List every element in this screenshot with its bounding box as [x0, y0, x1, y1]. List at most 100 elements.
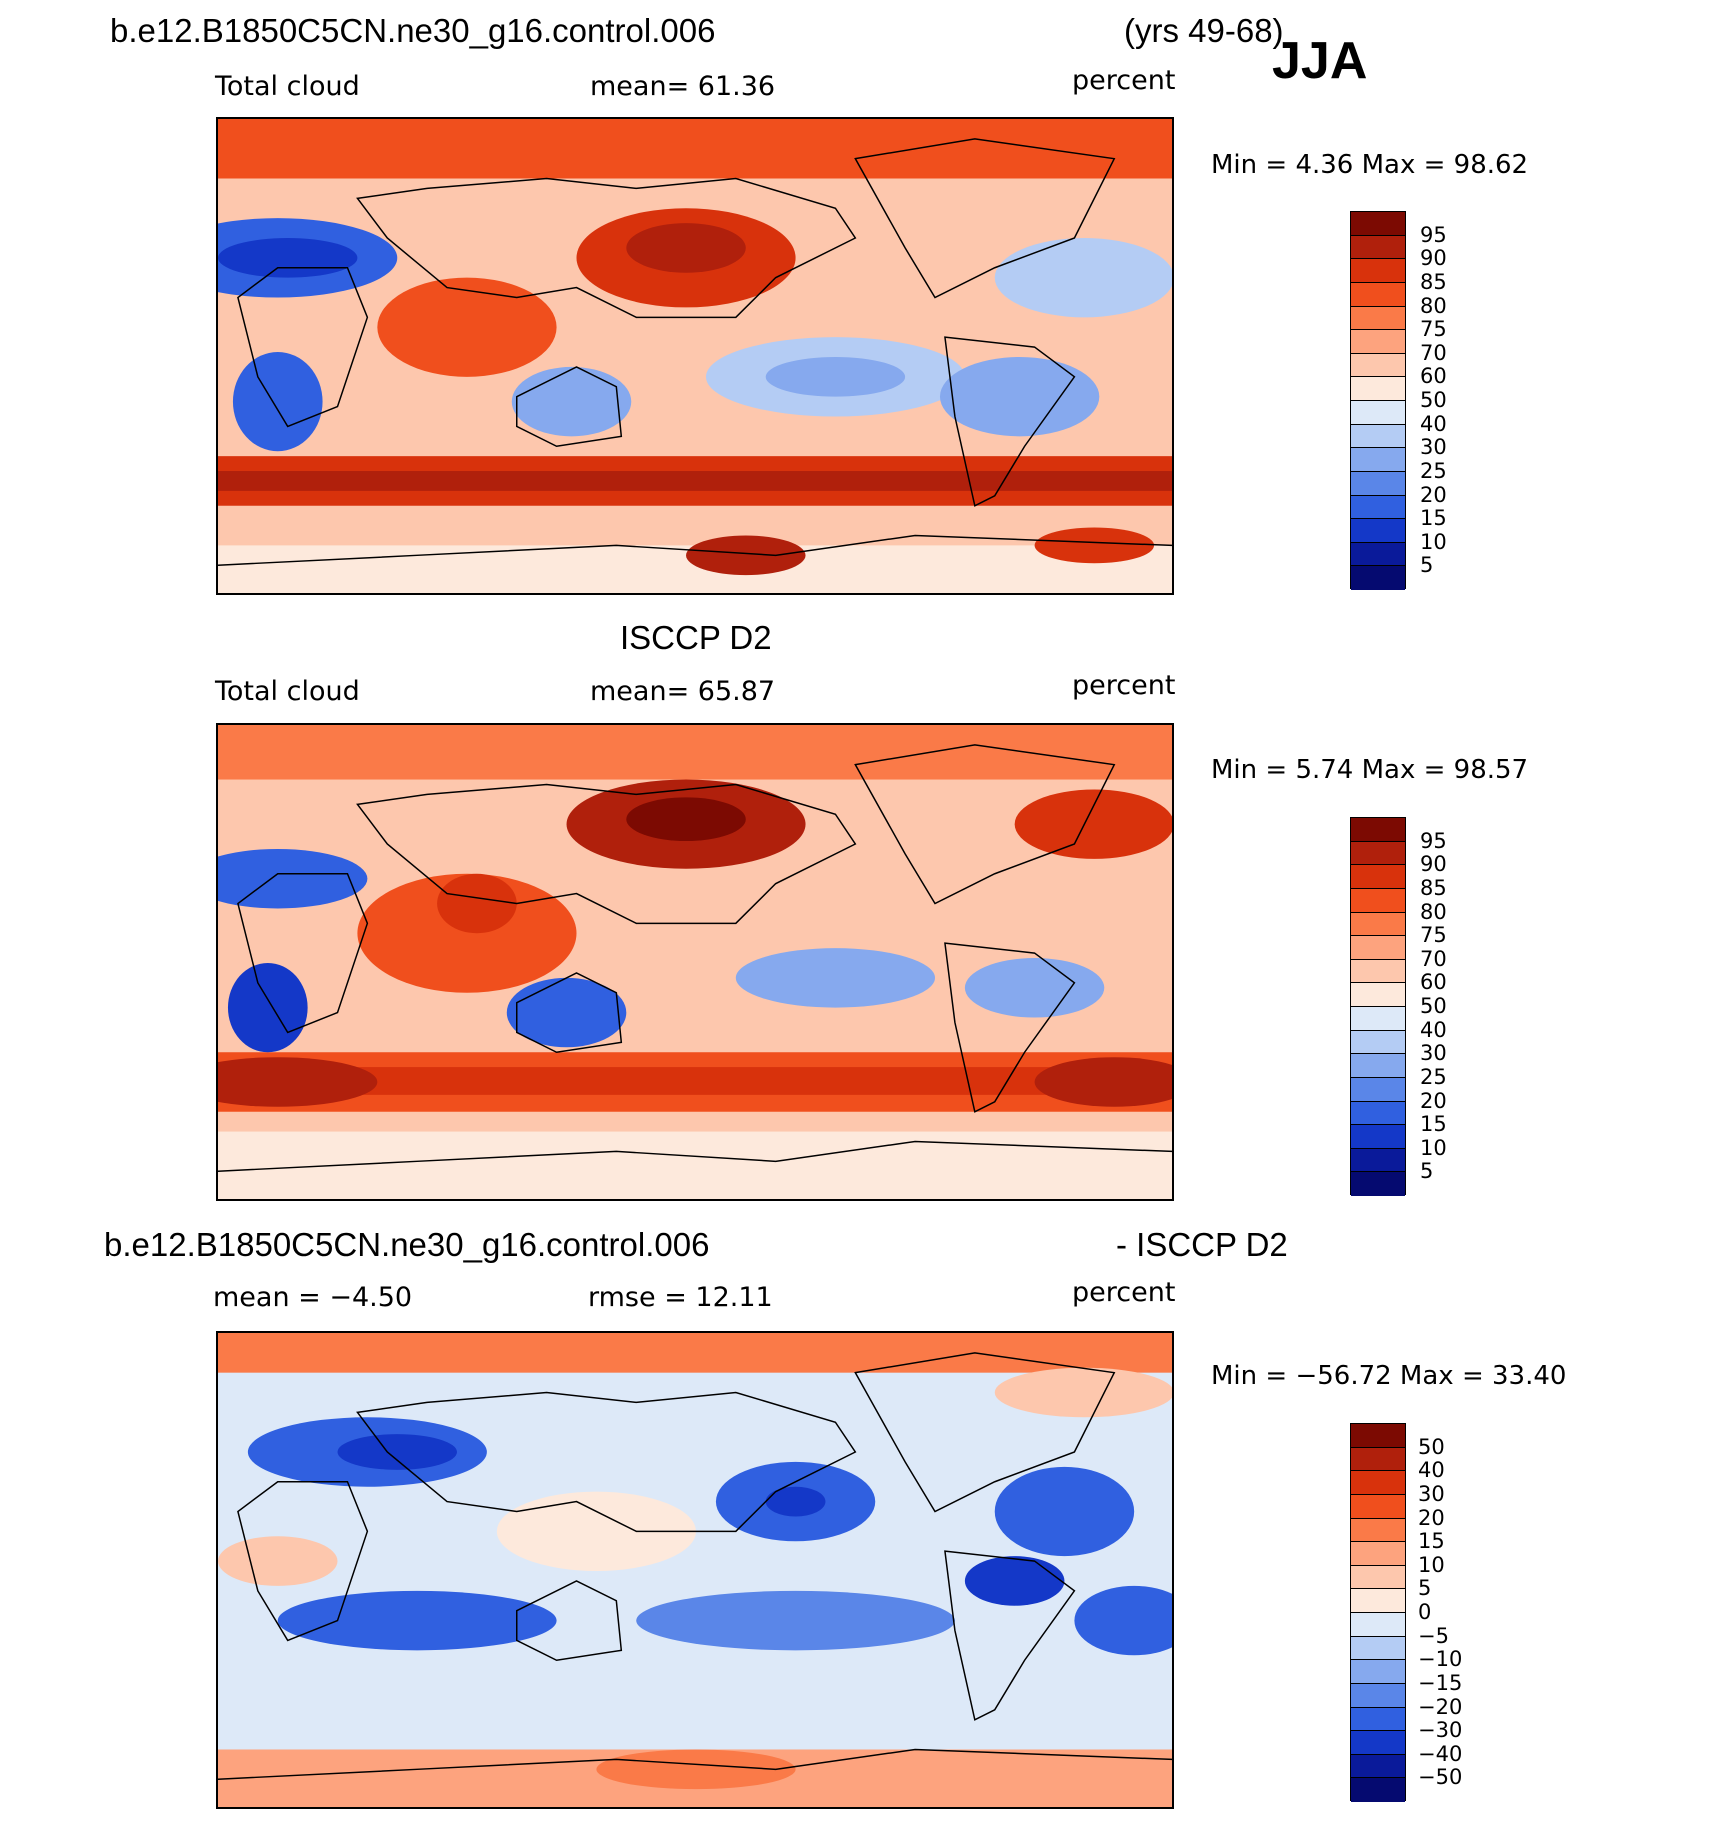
panel-1-map-field	[218, 119, 1172, 593]
colorbar-tick-label: 70	[1420, 946, 1447, 971]
colorbar-swatch	[1351, 542, 1405, 567]
panel-1-colorbar	[1350, 211, 1406, 590]
colorbar-tick-label: 25	[1420, 458, 1447, 483]
colorbar-tick-label: 15	[1420, 1112, 1447, 1137]
colorbar-swatch	[1351, 1731, 1405, 1755]
colorbar-tick-label: 70	[1420, 340, 1447, 365]
colorbar-tick-label: 10	[1420, 529, 1447, 554]
colorbar-tick-label: 5	[1420, 1159, 1434, 1184]
colorbar-swatch	[1351, 401, 1405, 425]
colorbar-tick-label: 10	[1420, 1135, 1447, 1160]
panel-2-colorbar	[1350, 817, 1406, 1196]
colorbar-swatch	[1351, 936, 1405, 960]
panel-1-units-label: percent	[1072, 65, 1176, 96]
colorbar-swatch	[1351, 1007, 1405, 1031]
colorbar-tick-label: 10	[1418, 1552, 1445, 1577]
colorbar-swatch	[1351, 566, 1405, 590]
colorbar-tick-label: 95	[1420, 828, 1447, 853]
colorbar-tick-label: −5	[1418, 1623, 1449, 1648]
panel-1-variable-label: Total cloud	[215, 71, 360, 102]
colorbar-swatch	[1351, 1565, 1405, 1590]
colorbar-swatch	[1351, 1148, 1405, 1173]
colorbar-tick-label: 75	[1420, 317, 1447, 342]
colorbar-swatch	[1351, 1471, 1405, 1495]
colorbar-swatch	[1351, 519, 1405, 543]
colorbar-swatch	[1351, 448, 1405, 472]
colorbar-swatch	[1351, 1542, 1405, 1566]
colorbar-swatch	[1351, 259, 1405, 283]
panel-2-title: ISCCP D2	[620, 619, 772, 656]
years-label: (yrs 49-68)	[1124, 12, 1284, 49]
panel-2-map-field	[218, 725, 1172, 1199]
colorbar-tick-label: 15	[1420, 506, 1447, 531]
colorbar-tick-label: 85	[1420, 875, 1447, 900]
colorbar-tick-label: 15	[1418, 1529, 1445, 1554]
colorbar-tick-label: 60	[1420, 970, 1447, 995]
panel-3-minmax: Min = −56.72 Max = 33.40	[1211, 1361, 1567, 1391]
colorbar-tick-label: 50	[1420, 388, 1447, 412]
colorbar-swatch	[1351, 1424, 1405, 1448]
panel-3-colorbar	[1350, 1423, 1406, 1802]
colorbar-tick-label: −20	[1418, 1694, 1463, 1719]
panel-3-map-field	[218, 1333, 1172, 1807]
colorbar-swatch	[1351, 1054, 1405, 1078]
colorbar-swatch	[1351, 282, 1405, 307]
colorbar-swatch	[1351, 1589, 1405, 1613]
colorbar-swatch	[1351, 330, 1405, 354]
colorbar-swatch	[1351, 1707, 1405, 1732]
colorbar-tick-label: 0	[1418, 1600, 1432, 1624]
colorbar-swatch	[1351, 1077, 1405, 1102]
panel-2-map	[216, 723, 1174, 1201]
colorbar-tick-label: 40	[1420, 1017, 1447, 1042]
colorbar-swatch	[1351, 1447, 1405, 1472]
colorbar-tick-label: 40	[1420, 411, 1447, 436]
colorbar-swatch	[1351, 377, 1405, 401]
colorbar-swatch	[1351, 1125, 1405, 1149]
colorbar-tick-label: 80	[1420, 899, 1447, 924]
panel-2-minmax: Min = 5.74 Max = 98.57	[1211, 755, 1529, 785]
colorbar-swatch	[1351, 424, 1405, 449]
colorbar-tick-label: 5	[1420, 553, 1434, 578]
colorbar-swatch	[1351, 983, 1405, 1007]
colorbar-tick-label: 90	[1420, 852, 1447, 877]
colorbar-tick-label: 60	[1420, 364, 1447, 389]
panel-1-map	[216, 117, 1174, 595]
colorbar-tick-label: 50	[1420, 994, 1447, 1018]
panel-2-mean-label: mean= 65.87	[590, 676, 776, 707]
colorbar-swatch	[1351, 1101, 1405, 1126]
panel-3-title-left: b.e12.B1850C5CN.ne30_g16.control.006	[104, 1226, 710, 1263]
colorbar-tick-label: −10	[1418, 1647, 1463, 1672]
panel-3-mean-label: mean = −4.50	[213, 1282, 413, 1313]
colorbar-swatch	[1351, 1660, 1405, 1684]
colorbar-swatch	[1351, 865, 1405, 889]
colorbar-swatch	[1351, 912, 1405, 937]
colorbar-swatch	[1351, 495, 1405, 520]
colorbar-swatch	[1351, 841, 1405, 866]
panel-1-mean-label: mean= 61.36	[590, 71, 776, 102]
colorbar-swatch	[1351, 471, 1405, 496]
colorbar-swatch	[1351, 1172, 1405, 1196]
colorbar-tick-label: 25	[1420, 1064, 1447, 1089]
colorbar-tick-label: −15	[1418, 1670, 1463, 1695]
colorbar-swatch	[1351, 1683, 1405, 1708]
colorbar-tick-label: 75	[1420, 923, 1447, 948]
colorbar-tick-label: 30	[1418, 1481, 1445, 1506]
colorbar-tick-label: 20	[1420, 482, 1447, 507]
colorbar-tick-label: 20	[1418, 1505, 1445, 1530]
season-label: JJA	[1272, 32, 1368, 90]
colorbar-tick-label: 50	[1418, 1434, 1445, 1459]
panel-3-title-right: - ISCCP D2	[1116, 1226, 1288, 1263]
colorbar-tick-label: 85	[1420, 269, 1447, 294]
colorbar-tick-label: 90	[1420, 246, 1447, 271]
colorbar-swatch	[1351, 1494, 1405, 1519]
colorbar-tick-label: 95	[1420, 222, 1447, 247]
colorbar-tick-label: −40	[1418, 1741, 1463, 1766]
panel-3-map	[216, 1331, 1174, 1809]
panel-3-units-label: percent	[1072, 1277, 1176, 1308]
colorbar-swatch	[1351, 888, 1405, 913]
colorbar-swatch	[1351, 353, 1405, 378]
colorbar-swatch	[1351, 306, 1405, 331]
colorbar-tick-label: 30	[1420, 435, 1447, 460]
colorbar-tick-label: 40	[1418, 1458, 1445, 1483]
colorbar-swatch	[1351, 1754, 1405, 1779]
